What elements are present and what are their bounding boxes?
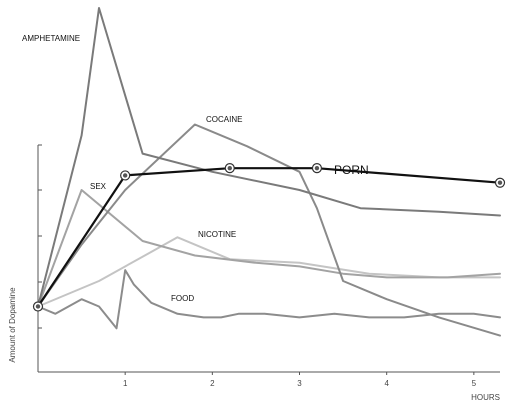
series-label-nicotine: NICOTINE <box>198 230 236 239</box>
series-line-food <box>37 269 501 330</box>
porn-point-center <box>497 180 503 185</box>
y-axis-title: Amount of Dopamine <box>8 287 17 363</box>
porn-point-center <box>227 165 232 171</box>
x-tick-label: 4 <box>384 379 389 388</box>
x-tick-label: 2 <box>210 379 215 388</box>
series-labels: AMPHETAMINE COCAINE SEX NICOTINE FOOD PORN <box>22 34 369 303</box>
x-tick-label: 3 <box>297 379 302 388</box>
x-tick-label: 5 <box>472 379 477 388</box>
porn-point-center <box>122 173 128 178</box>
series-line-amphetamine <box>37 7 501 308</box>
series-label-food: FOOD <box>171 294 194 303</box>
series-lines <box>36 7 502 337</box>
series-line-porn <box>36 167 502 308</box>
series-label-sex: SEX <box>90 182 107 191</box>
x-axis-title: HOURS <box>471 393 500 402</box>
series-line-cocaine <box>37 123 501 337</box>
porn-point-center <box>314 165 320 171</box>
axes: 1 2 3 4 5 HOURS Amount of Dopamine <box>8 144 500 402</box>
series-line-sex <box>37 189 501 308</box>
series-label-amphetamine: AMPHETAMINE <box>22 34 80 43</box>
x-tick-label: 1 <box>123 379 128 388</box>
porn-point-center <box>35 304 41 309</box>
series-label-porn: PORN <box>334 163 369 177</box>
porn-markers <box>32 163 506 312</box>
series-line-nicotine <box>37 236 501 308</box>
series-label-cocaine: COCAINE <box>206 115 242 124</box>
